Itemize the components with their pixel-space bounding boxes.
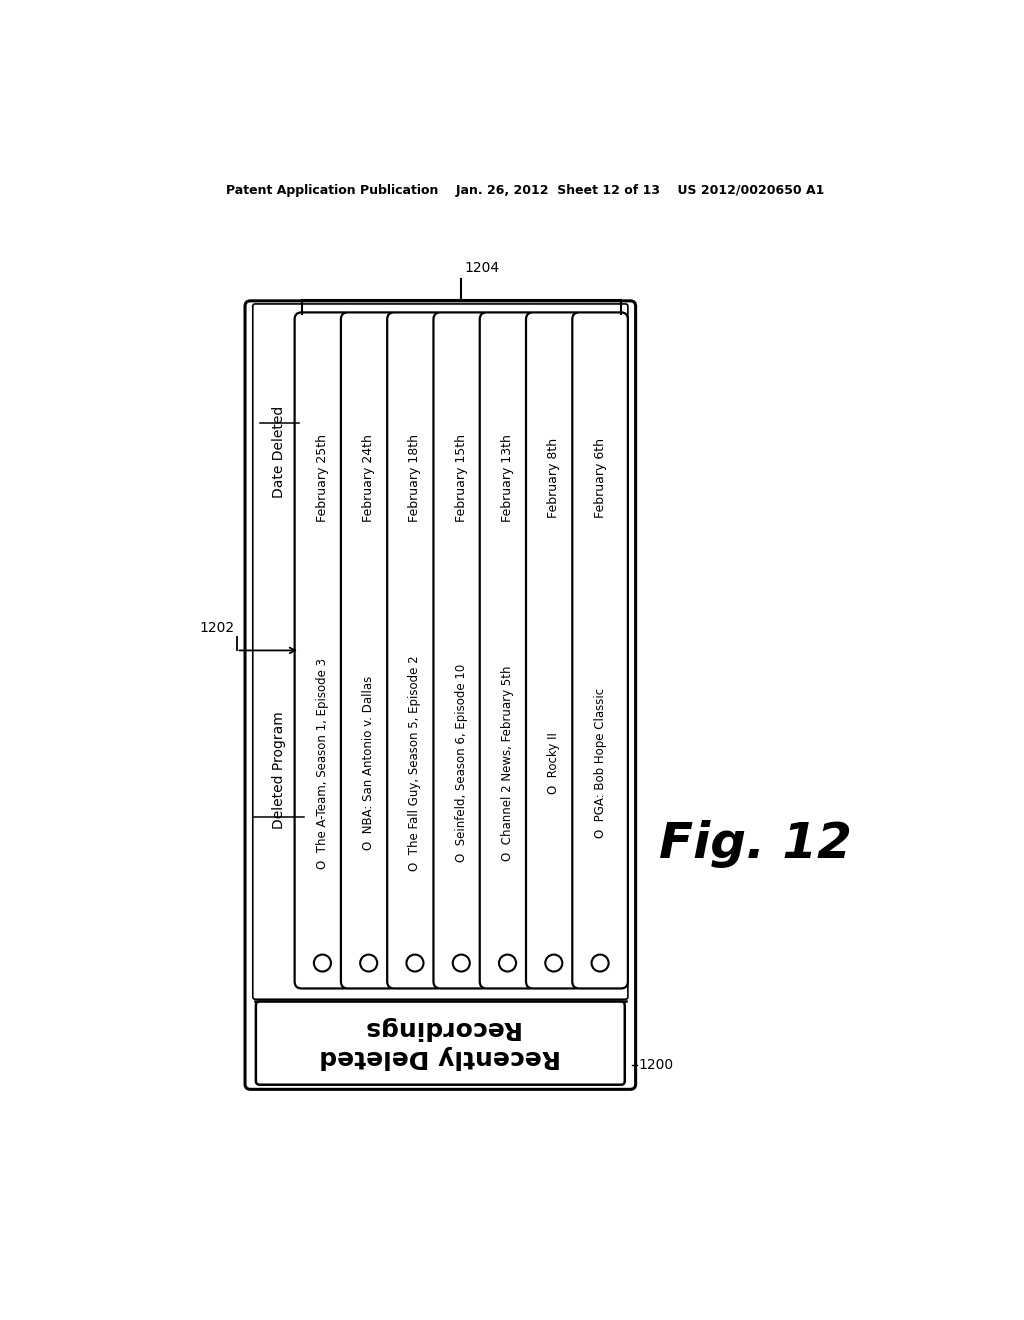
Text: O  Seinfeld, Season 6, Episode 10: O Seinfeld, Season 6, Episode 10 (455, 664, 468, 862)
Text: O  The Fall Guy, Season 5, Episode 2: O The Fall Guy, Season 5, Episode 2 (409, 655, 422, 871)
FancyBboxPatch shape (572, 313, 628, 989)
Text: 1202: 1202 (200, 620, 234, 635)
FancyBboxPatch shape (256, 1002, 625, 1085)
Text: O  NBA: San Antonio v. Dallas: O NBA: San Antonio v. Dallas (362, 676, 375, 850)
Text: 1204: 1204 (464, 261, 500, 276)
FancyBboxPatch shape (253, 304, 628, 999)
Circle shape (592, 954, 608, 972)
FancyBboxPatch shape (387, 313, 442, 989)
Circle shape (407, 954, 424, 972)
Text: February 18th: February 18th (409, 434, 422, 523)
Circle shape (314, 954, 331, 972)
Text: February 13th: February 13th (501, 434, 514, 523)
Text: 1200: 1200 (638, 1057, 673, 1072)
Text: O  Channel 2 News, February 5th: O Channel 2 News, February 5th (501, 665, 514, 861)
Text: Recently Deleted
Recordings: Recently Deleted Recordings (319, 1016, 561, 1069)
FancyBboxPatch shape (479, 313, 536, 989)
Text: O  PGA: Bob Hope Classic: O PGA: Bob Hope Classic (594, 688, 606, 838)
Circle shape (546, 954, 562, 972)
Text: February 8th: February 8th (547, 438, 560, 519)
Circle shape (453, 954, 470, 972)
FancyBboxPatch shape (433, 313, 489, 989)
Circle shape (360, 954, 377, 972)
Text: O  Rocky II: O Rocky II (547, 733, 560, 793)
Text: February 15th: February 15th (455, 434, 468, 523)
Text: February 24th: February 24th (362, 434, 375, 523)
FancyBboxPatch shape (341, 313, 396, 989)
Text: Fig. 12: Fig. 12 (659, 820, 852, 867)
Text: O  The A-Team, Season 1, Episode 3: O The A-Team, Season 1, Episode 3 (316, 657, 329, 869)
Text: Date Deleted: Date Deleted (272, 405, 286, 498)
Text: Patent Application Publication    Jan. 26, 2012  Sheet 12 of 13    US 2012/00206: Patent Application Publication Jan. 26, … (225, 185, 824, 197)
FancyBboxPatch shape (295, 313, 350, 989)
Text: February 6th: February 6th (594, 438, 606, 519)
Circle shape (499, 954, 516, 972)
Text: Deleted Program: Deleted Program (272, 710, 286, 829)
Text: February 25th: February 25th (316, 434, 329, 523)
FancyBboxPatch shape (245, 301, 636, 1089)
FancyBboxPatch shape (526, 313, 582, 989)
